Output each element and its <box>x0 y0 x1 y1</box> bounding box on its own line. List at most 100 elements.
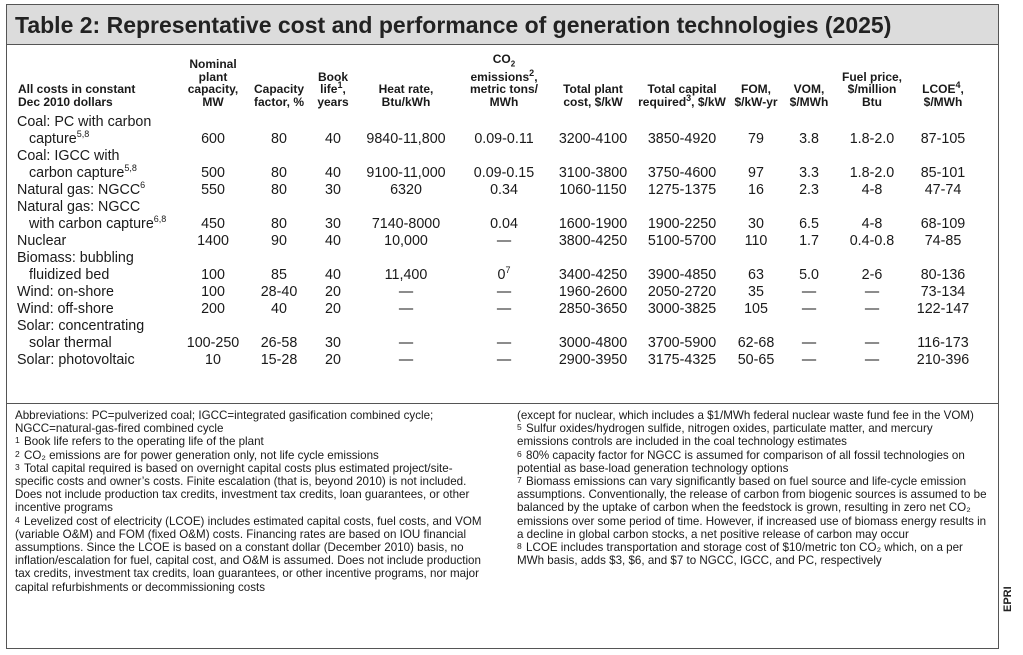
table-cell: 0.4-0.8 <box>849 233 895 250</box>
header-row: All costs in constant Dec 2010 dollars No… <box>15 53 977 114</box>
table-cell: 3.3 <box>799 165 819 182</box>
table-cell: 20 <box>325 301 341 318</box>
table-cell: — <box>496 233 512 250</box>
table-cell: 0.34 <box>490 182 518 199</box>
table-cell: 79 <box>748 131 764 148</box>
table-cell: 85-101 <box>920 165 966 182</box>
table-cell: 3175-4325 <box>647 352 717 369</box>
footnotes-right: (except for nuclear, which includes a $1… <box>517 409 987 567</box>
table-cell: 16 <box>748 182 764 199</box>
table-cell: 4-8 <box>861 216 883 233</box>
table-cell: 15-28 <box>260 352 298 369</box>
table-cell: 105 <box>744 301 768 318</box>
table-cell: 1275-1375 <box>647 182 717 199</box>
technology-name: Wind: off-shore <box>17 301 114 318</box>
table-row: Wind: on-shore 100 28-40 20 — — 1960-2600 2050-… <box>15 284 977 301</box>
table-cell: 20 <box>325 284 341 301</box>
table-cell: 0.04 <box>490 216 518 233</box>
table-cell: — <box>398 301 414 318</box>
table-row: Solar: photovoltaic 10 15-28 20 — — 2900-3950 3… <box>15 352 977 369</box>
table-row: Natural gas: NGCC6 550 80 30 6320 0.34 1060-11… <box>15 180 977 199</box>
footnote: 3 Total capital required is based on over… <box>15 461 470 515</box>
table-cell: 87-105 <box>920 131 966 148</box>
column-header-book-life: Book life1, years <box>317 69 349 109</box>
table-cell: 2-6 <box>861 267 883 284</box>
technology-name: Natural gas: NGCC6 <box>17 180 146 199</box>
table-cell: 28-40 <box>260 284 298 301</box>
table-cell: 26-58 <box>260 335 298 352</box>
column-header-lcoe: LCOE4, $/MWh <box>922 80 964 109</box>
table-cell: 1600-1900 <box>558 216 628 233</box>
notes-divider <box>7 403 998 404</box>
cost-performance-table: All costs in constant Dec 2010 dollars No… <box>15 53 977 369</box>
table-row: Solar: concentrating solar thermal 100-250… <box>15 318 977 352</box>
table-cell: — <box>864 335 880 352</box>
table-cell: 4-8 <box>861 182 883 199</box>
table-cell: — <box>864 301 880 318</box>
table-cell: 68-109 <box>920 216 966 233</box>
column-header-total-capital: Total capital required3, $/kW <box>638 82 726 109</box>
table-cell: 30 <box>748 216 764 233</box>
footnote: Abbreviations: PC=pulverized coal; IGCC=… <box>15 409 434 436</box>
table-cell: 20 <box>325 352 341 369</box>
table-cell: 6.5 <box>799 216 819 233</box>
table-cell: 0.09-0.15 <box>473 165 535 182</box>
table-cell: — <box>496 284 512 301</box>
technology-name: Coal: PC with carbon capture5,8 <box>17 114 152 148</box>
table-cell: 40 <box>325 131 341 148</box>
table-cell: 2050-2720 <box>647 284 717 301</box>
table-cell: 3200-4100 <box>558 131 628 148</box>
table-cell: 1.8-2.0 <box>849 131 895 148</box>
table-cell: 80 <box>271 165 287 182</box>
table-cell: 100 <box>201 284 225 301</box>
footnote: 2 CO₂ emissions are for power generation … <box>15 448 379 462</box>
table-cell: 210-396 <box>916 352 970 369</box>
table-cell: 40 <box>325 165 341 182</box>
table-cell: 3750-4600 <box>647 165 717 182</box>
table-cell: 85 <box>271 267 287 284</box>
table-cell: 550 <box>201 182 225 199</box>
table-row: Nuclear 1400 90 40 10,000 — 3800-4250 5100-5700… <box>15 233 977 250</box>
table-cell: — <box>801 352 817 369</box>
table-cell: 6320 <box>390 182 422 199</box>
table-title: Table 2: Representative cost and perform… <box>7 5 998 45</box>
table-cell: — <box>398 284 414 301</box>
table-cell: 5.0 <box>799 267 819 284</box>
table-cell: 1400 <box>197 233 229 250</box>
table-cell: 3100-3800 <box>558 165 628 182</box>
table-cell: 40 <box>325 267 341 284</box>
footnotes-left: Abbreviations: PC=pulverized coal; IGCC=… <box>15 409 491 594</box>
table-cell: 62-68 <box>737 335 775 352</box>
column-header-heat-rate: Heat rate, Btu/kWh <box>378 82 434 109</box>
table-cell: 10 <box>205 352 221 369</box>
table-cell: 30 <box>325 335 341 352</box>
source-credit: EPRI <box>1002 586 1014 612</box>
table-cell: 30 <box>325 182 341 199</box>
table-cell: 63 <box>748 267 764 284</box>
table-cell: 7140-8000 <box>371 216 441 233</box>
table-cell: 200 <box>201 301 225 318</box>
table-cell: 2850-3650 <box>558 301 628 318</box>
table-cell: 10,000 <box>384 233 428 250</box>
table-cell: 5100-5700 <box>647 233 717 250</box>
table-cell: 600 <box>201 131 225 148</box>
table-cell: 80 <box>271 216 287 233</box>
table-cell: 1.8-2.0 <box>849 165 895 182</box>
table-cell: 1.7 <box>799 233 819 250</box>
table-cell: 3000-3825 <box>647 301 717 318</box>
footnote: 4 Levelized cost of electricity (LCOE) in… <box>15 514 482 594</box>
table-cell: 116-173 <box>917 335 969 352</box>
table-cell: 3400-4250 <box>558 267 628 284</box>
table-cell: 90 <box>271 233 287 250</box>
footnote: 8 LCOE includes transportation and storag… <box>517 541 963 568</box>
table-row: Coal: IGCC with carbon capture5,8 500 80 40 9… <box>15 148 977 182</box>
table-cell: 11,400 <box>384 267 428 284</box>
column-header-label: All costs in constant Dec 2010 dollars <box>18 82 136 109</box>
column-header-co2: CO2 emissions2, metric tons/ MWh <box>469 52 538 109</box>
table-frame: Table 2: Representative cost and perform… <box>6 4 999 649</box>
table-cell: 1960-2600 <box>558 284 628 301</box>
technology-name: Solar: photovoltaic <box>17 352 135 369</box>
table-cell: — <box>801 301 817 318</box>
column-header-vom: VOM, $/MWh <box>789 82 829 109</box>
table-cell: 3900-4850 <box>647 267 717 284</box>
